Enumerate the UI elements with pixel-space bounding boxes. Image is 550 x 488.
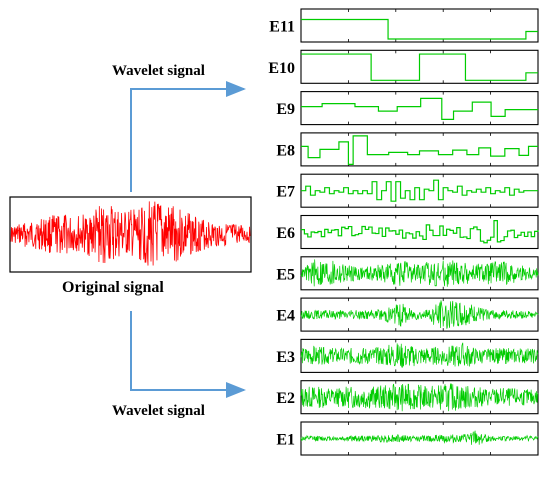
component-frame-e8 xyxy=(300,132,539,167)
panel-e10: E10 xyxy=(268,49,539,84)
component-waveform-e7 xyxy=(301,179,538,202)
panel-e6: E6 xyxy=(276,214,539,250)
component-waveform-e3 xyxy=(300,342,539,368)
panel-e2: E2 xyxy=(276,380,539,415)
component-label-e7: E7 xyxy=(276,184,295,201)
panel-e8: E8 xyxy=(276,132,539,167)
component-frame-e11 xyxy=(300,8,539,43)
component-waveform-e6 xyxy=(301,220,539,244)
component-waveform-e4 xyxy=(300,300,539,329)
original-signal-caption: Original signal xyxy=(62,279,164,296)
panel-e7: E7 xyxy=(276,173,539,208)
original-signal-panel xyxy=(9,196,252,273)
component-waveform-e8 xyxy=(301,135,538,165)
wavelet-component-panels: E11 E10 E9 E8 E7 E6 E5 E4 E3 E2 E1 xyxy=(268,8,539,456)
original-signal-waveform xyxy=(10,201,251,266)
component-waveform-e11 xyxy=(301,18,538,40)
component-waveform-e9 xyxy=(301,97,538,120)
component-label-e3: E3 xyxy=(276,349,295,366)
component-label-e4: E4 xyxy=(276,308,295,325)
component-frame-e9 xyxy=(300,91,539,126)
panel-e3: E3 xyxy=(276,338,539,373)
panel-e4: E4 xyxy=(276,297,539,332)
component-waveform-e5 xyxy=(300,259,539,287)
component-label-e1: E1 xyxy=(276,432,295,449)
panel-e1: E1 xyxy=(276,421,539,456)
component-label-e8: E8 xyxy=(276,142,295,159)
component-waveform-e1 xyxy=(300,430,539,445)
component-label-e9: E9 xyxy=(276,101,295,118)
component-label-e6: E6 xyxy=(276,225,295,242)
component-waveform-e10 xyxy=(301,53,538,81)
panel-e5: E5 xyxy=(276,256,539,291)
bottom-arrow-label: Wavelet signal xyxy=(112,403,205,419)
component-label-e10: E10 xyxy=(268,60,295,77)
component-label-e2: E2 xyxy=(276,390,295,407)
component-label-e5: E5 xyxy=(276,266,295,283)
top-arrow-label: Wavelet signal xyxy=(112,63,205,79)
top-arrow xyxy=(130,81,246,192)
component-label-e11: E11 xyxy=(269,19,295,36)
panel-e11: E11 xyxy=(269,8,539,43)
panel-e9: E9 xyxy=(276,91,539,126)
component-waveform-e2 xyxy=(300,383,539,412)
bottom-arrow xyxy=(130,311,246,398)
